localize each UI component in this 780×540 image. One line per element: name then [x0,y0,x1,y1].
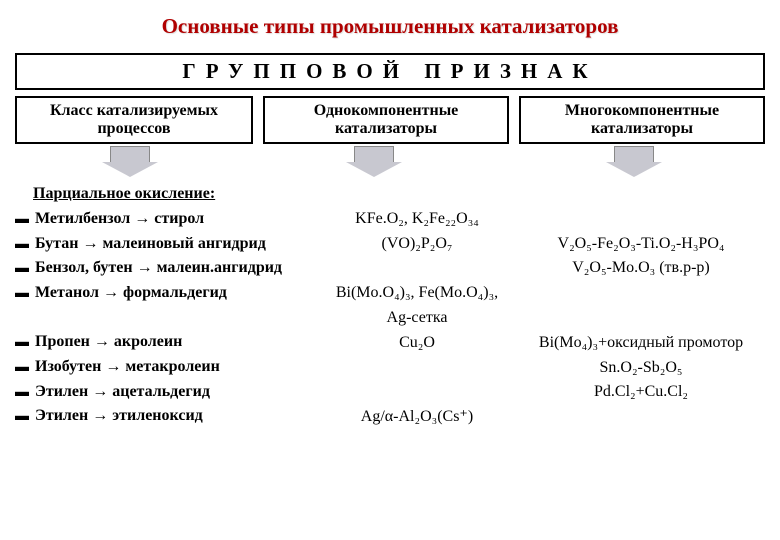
formula [517,306,765,331]
section-heading: Парциальное окисление: [33,182,317,207]
arrows-row [15,144,765,182]
formula: Sn.O₂-Sb₂O₅ [517,356,765,381]
formula: (VO)₂P₂O₇ [317,232,517,257]
formula: Ag-сетка [317,306,517,331]
formula [317,380,517,405]
arrow-down-icon [354,146,394,163]
list-item: Бутан → малеиновый ангидрид [15,232,317,257]
formula: V₂O₅-Fe₂O₃-Ti.O₂-H₃PO₄ [517,232,765,257]
col-multi: Многокомпонентные катализаторы [519,96,765,144]
list-item: Этилен → ацетальдегид [15,380,317,405]
formula: Ag/α-Al₂O₃(Cs⁺) [317,405,517,430]
column-headers: Класс катализируемых процессов Однокомпо… [15,96,765,144]
arrow-down-icon [614,146,654,163]
col-single: Однокомпонентные катализаторы [263,96,509,144]
arrow-down-icon [110,146,150,163]
formula [317,356,517,381]
formula [517,405,765,430]
reactions-column: Парциальное окисление: Метилбензол → сти… [15,182,317,430]
single-catalyst-column: KFe.O₂, K₂Fe₂₂O₃₄ (VO)₂P₂O₇ Bi(Mo.O₄)₃, … [317,182,517,430]
formula [517,281,765,306]
formula: Cu₂O [317,331,517,356]
list-item: Метанол → формальдегид [15,281,317,306]
list-item: Метилбензол → стирол [15,207,317,232]
col-processes: Класс катализируемых процессов [15,96,253,144]
list-item: Изобутен → метакролеин [15,355,317,380]
page-title: Основные типы промышленных катализаторов [15,14,765,39]
formula: V₂O₅-Mo.O₃ (тв.р-р) [517,256,765,281]
reactions-list: Метилбензол → стирол Бутан → малеиновый … [15,207,317,429]
formula: KFe.O₂, K₂Fe₂₂O₃₄ [317,207,517,232]
list-item: Пропен → акролеин [15,330,317,355]
group-header: ГРУППОВОЙ ПРИЗНАК [15,53,765,90]
formula: Bi(Mo.O₄)₃, Fe(Mo.O₄)₃, [317,281,517,306]
list-item: Этилен → этиленоксид [15,404,317,429]
list-item: Бензол, бутен → малеин.ангидрид [15,256,317,281]
formula: Bi(Mo₄)₃+оксидный промотор [517,331,765,356]
formula [517,207,765,232]
content-table: Парциальное окисление: Метилбензол → сти… [15,182,765,430]
multi-catalyst-column: V₂O₅-Fe₂O₃-Ti.O₂-H₃PO₄ V₂O₅-Mo.O₃ (тв.р-… [517,182,765,430]
formula [317,256,517,281]
formula: Pd.Cl₂+Cu.Cl₂ [517,380,765,405]
